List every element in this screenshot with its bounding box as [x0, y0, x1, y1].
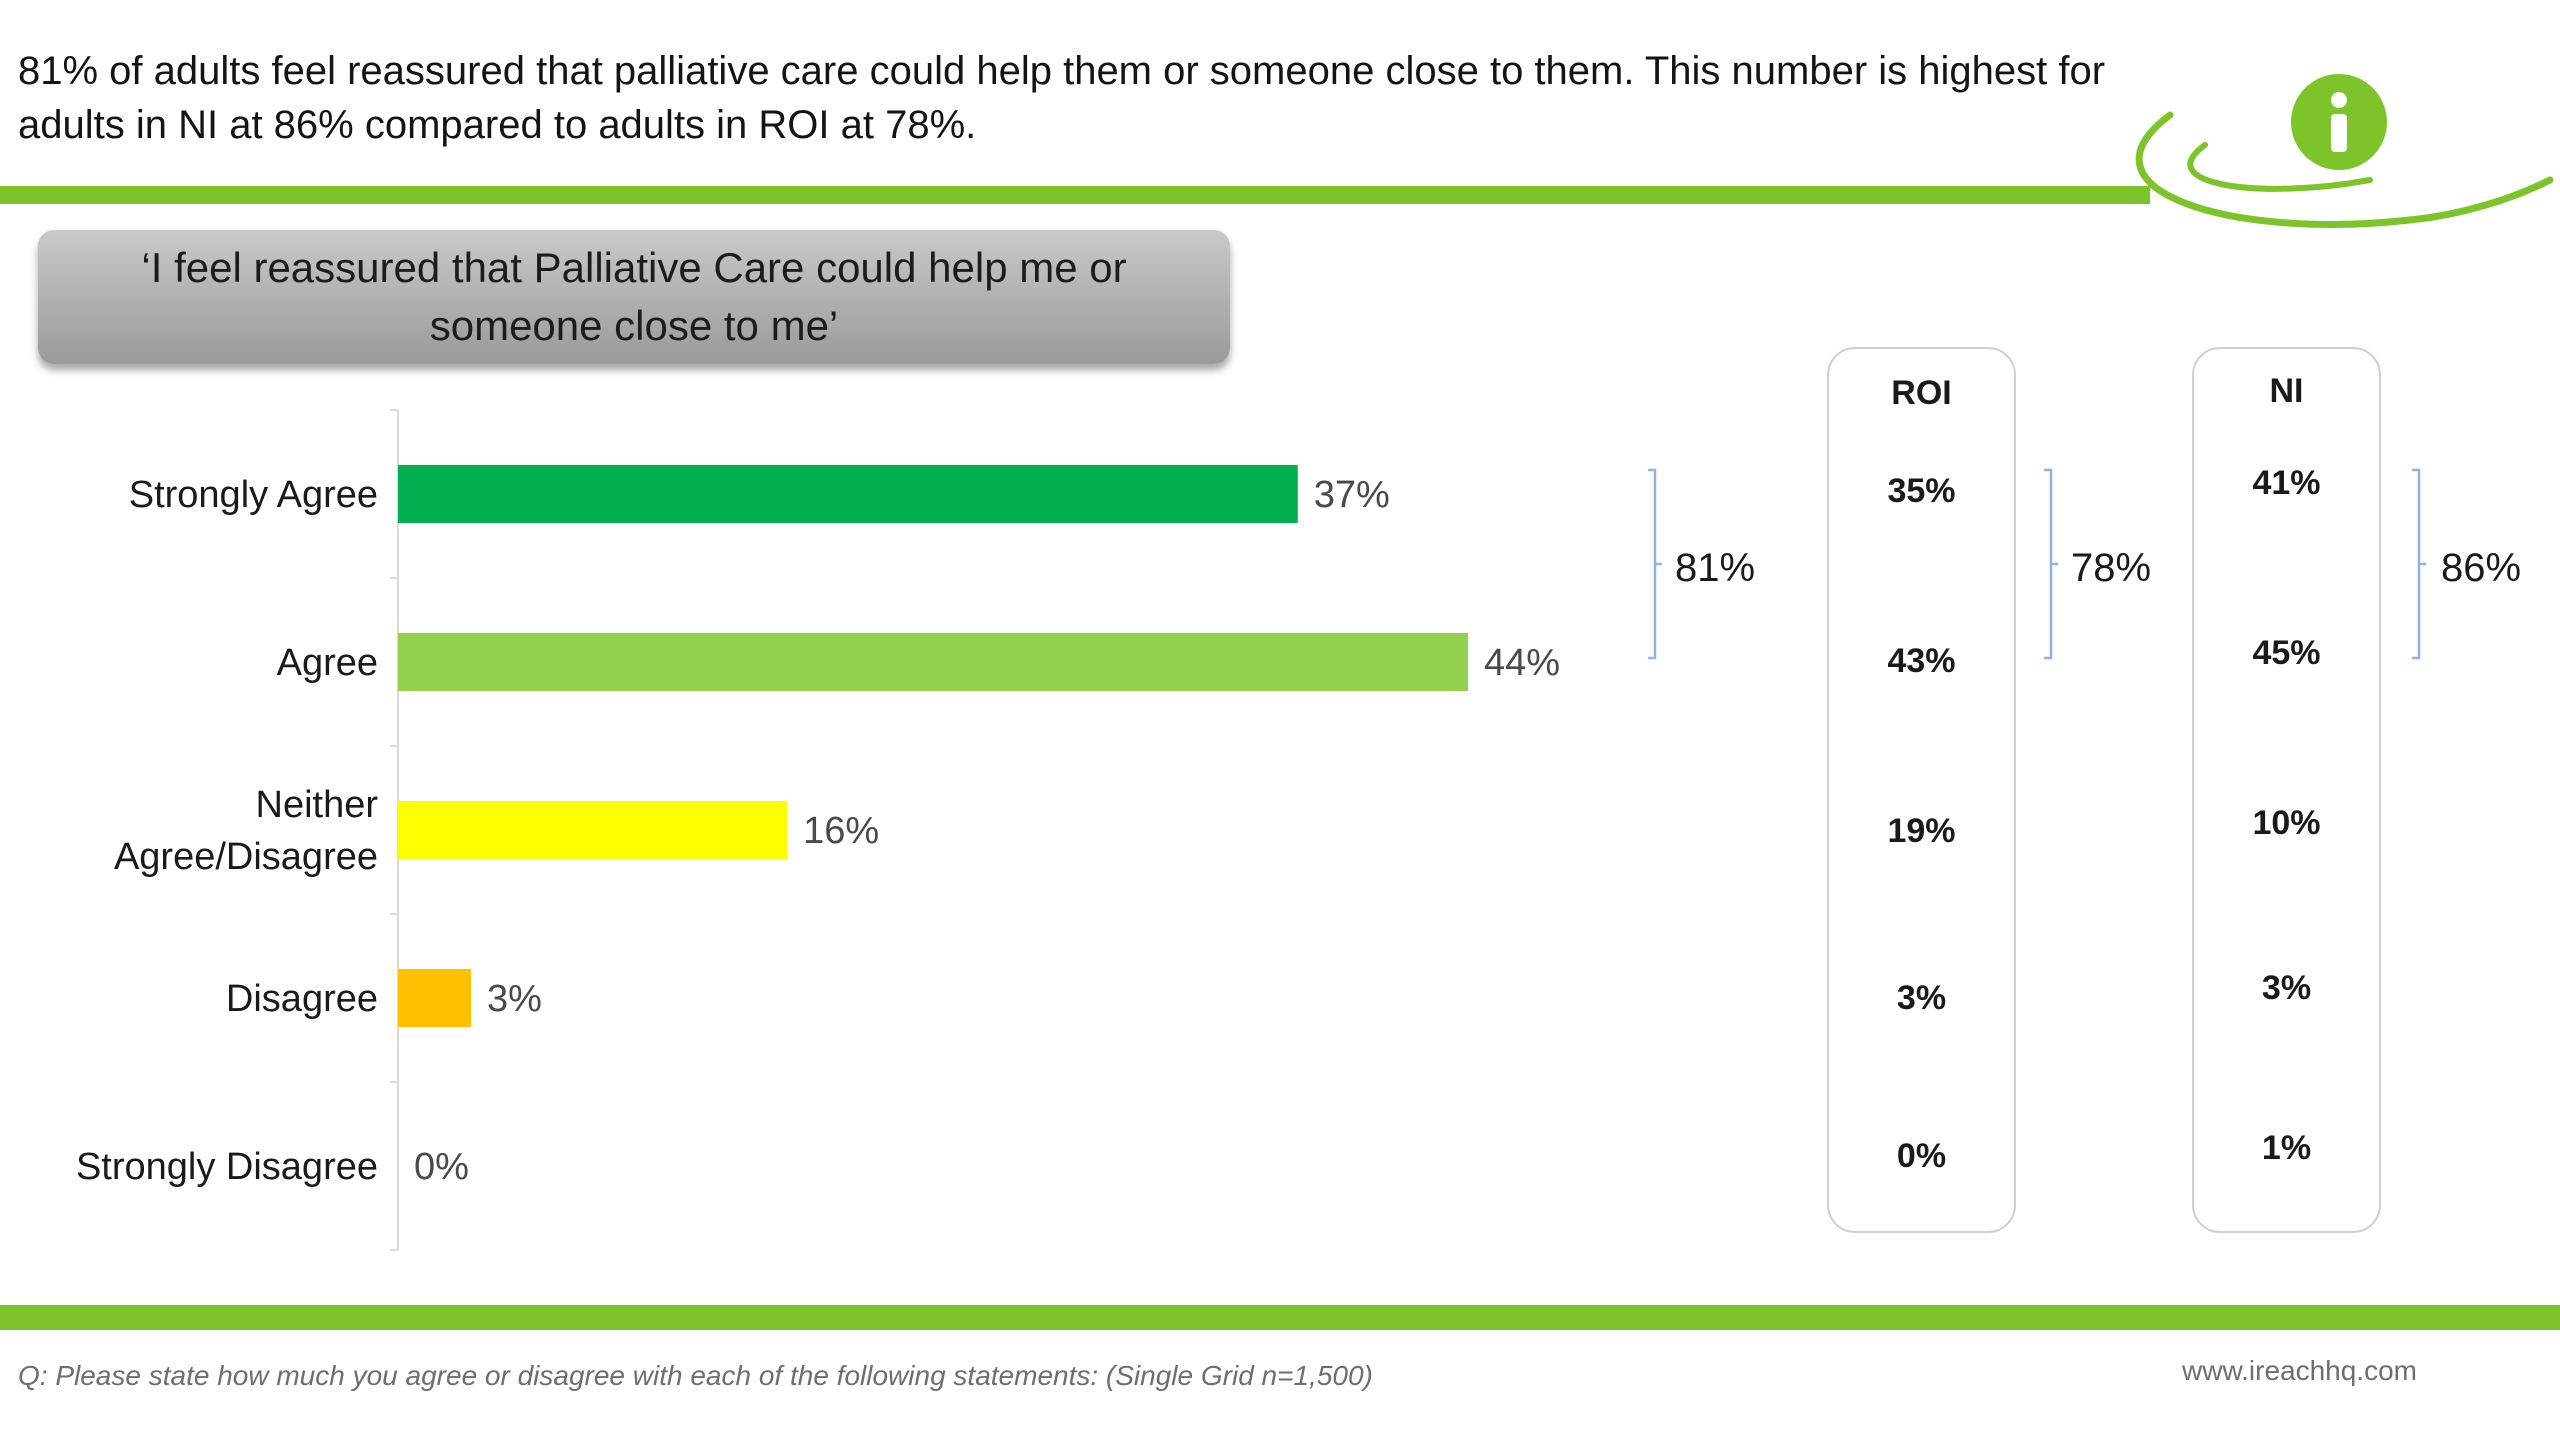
bar-value-label: 44% — [1484, 642, 1560, 684]
roi-panel-title: ROI — [1891, 374, 1952, 412]
bar-value-label: 16% — [803, 810, 879, 852]
bar — [398, 633, 1468, 691]
category-label: Agree/Disagree — [114, 836, 378, 878]
footer-url[interactable]: www.ireachhq.com — [2182, 1355, 2417, 1386]
bottom-rule — [0, 1305, 2560, 1330]
ni-value: 3% — [2261, 969, 2312, 1007]
category-label: Disagree — [226, 978, 378, 1020]
bar — [398, 969, 471, 1027]
question-banner: ‘I feel reassured that Palliative Care c… — [38, 230, 1230, 364]
bar-value-label: 37% — [1314, 474, 1390, 516]
bar-value-label: 3% — [487, 978, 542, 1020]
roi-value: 3% — [1896, 979, 1947, 1017]
ni-value: 41% — [2252, 464, 2321, 502]
roi-value: 0% — [1896, 1137, 1947, 1175]
headline: 81% of adults feel reassured that pallia… — [18, 49, 2106, 147]
category-label: Strongly Agree — [129, 474, 378, 516]
main-bar-chart: 37% Strongly Agree 44% Agree 16% Neither Agree… — [76, 409, 1560, 1251]
roi-net-label: 78% — [2071, 546, 2152, 590]
category-label: Agree — [277, 642, 378, 684]
ni-value: 45% — [2252, 634, 2321, 672]
roi-value: 43% — [1887, 642, 1956, 680]
banner-text: ‘I feel reassured that Palliative Care c… — [141, 244, 1127, 349]
ni-value: 1% — [2261, 1129, 2312, 1167]
roi-panel: ROI 35% 43% 19% 3% 0% — [1827, 347, 2016, 1233]
footer-question: Q: Please state how much you agree or di… — [18, 1360, 1373, 1391]
roi-value: 19% — [1887, 812, 1956, 850]
bar — [398, 801, 788, 859]
ireach-logo — [2135, 74, 2554, 228]
roi-net-bracket — [2044, 468, 2058, 660]
category-label: Strongly Disagree — [76, 1146, 378, 1188]
ni-net-bracket — [2412, 468, 2426, 660]
ni-panel-title: NI — [2269, 372, 2304, 410]
top-rule — [0, 186, 2150, 204]
bar-value-label: 0% — [414, 1146, 469, 1188]
ni-net-label: 86% — [2441, 546, 2522, 590]
overall-net-label: 81% — [1675, 546, 1756, 590]
info-icon — [2291, 74, 2387, 170]
roi-value: 35% — [1887, 472, 1956, 510]
category-label: Neither — [256, 784, 379, 826]
bar — [398, 465, 1298, 523]
ni-panel: NI 41% 45% 10% 3% 1% — [2192, 347, 2381, 1233]
ni-value: 10% — [2252, 804, 2321, 842]
